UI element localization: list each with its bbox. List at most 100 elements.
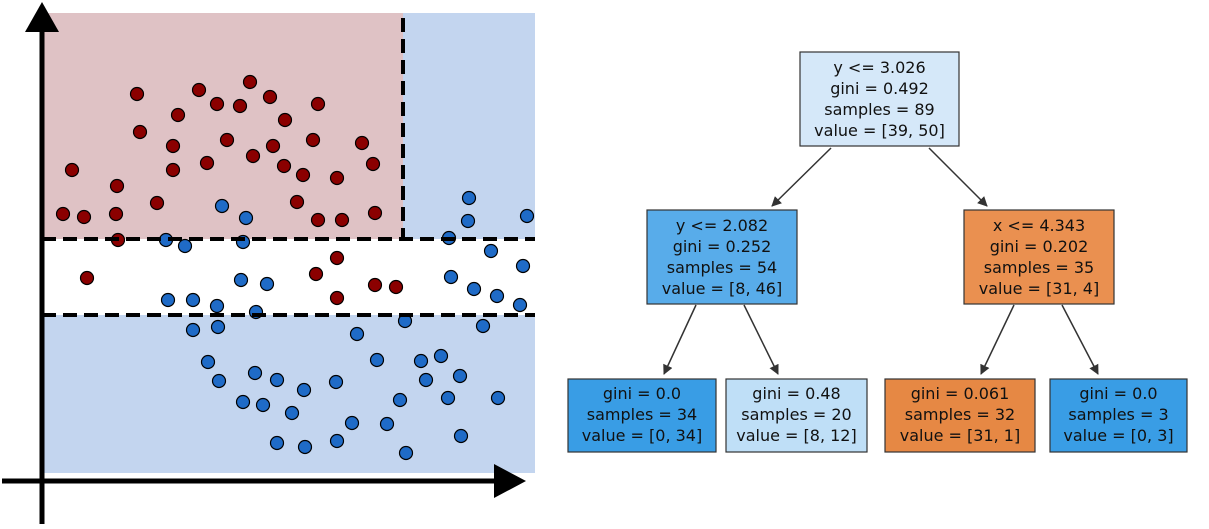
blue-data-point: [483, 243, 499, 259]
y-axis-arrow-icon: [25, 2, 59, 32]
node-line: y <= 3.026: [833, 58, 925, 77]
red-data-point: [232, 98, 248, 114]
blue-data-point: [392, 392, 408, 408]
edge-root-left: [771, 147, 832, 207]
red-data-point: [165, 162, 181, 178]
node-line: value = [31, 4]: [979, 279, 1099, 298]
blue-data-point: [413, 353, 429, 369]
blue-data-point: [296, 382, 312, 398]
node-line: value = [31, 1]: [900, 426, 1020, 445]
red-data-point: [310, 96, 326, 112]
blue-data-point: [475, 318, 491, 334]
red-data-point: [367, 205, 383, 221]
blue-data-point: [466, 281, 482, 297]
red-data-point: [219, 132, 235, 148]
tree-leaf-ll: gini = 0.0 samples = 34 value = [0, 34]: [567, 378, 717, 453]
blue-data-point: [452, 368, 468, 384]
blue-data-point: [284, 405, 300, 421]
red-data-point: [55, 206, 71, 222]
node-box: [646, 209, 798, 305]
node-box: [799, 51, 960, 147]
node-line: value = [8, 46]: [662, 279, 782, 298]
edge-right-leaf-rr: [1061, 304, 1099, 375]
red-data-point: [289, 194, 305, 210]
red-data-point: [329, 290, 345, 306]
node-box: [884, 378, 1036, 453]
x-axis-arrow-icon: [494, 464, 526, 498]
red-data-point: [305, 132, 321, 148]
blue-data-point: [490, 390, 506, 406]
node-line: x <= 4.343: [993, 216, 1085, 235]
blue-data-point: [519, 208, 535, 224]
red-data-point: [277, 112, 293, 128]
red-data-point: [265, 138, 281, 154]
blue-region-bottom: [42, 315, 535, 473]
blue-data-point: [210, 319, 226, 335]
node-line: value = [8, 12]: [736, 426, 856, 445]
node-line: value = [39, 50]: [814, 121, 945, 140]
blue-data-point: [515, 258, 531, 274]
blue-data-point: [235, 394, 251, 410]
node-box: [1049, 378, 1188, 453]
tree-leaf-rl: gini = 0.061 samples = 32 value = [31, 1…: [884, 378, 1036, 453]
red-data-point: [354, 135, 370, 151]
blue-data-point: [344, 415, 360, 431]
red-data-point: [132, 124, 148, 140]
node-line: samples = 3: [1068, 405, 1168, 424]
blue-data-point: [269, 372, 285, 388]
blue-data-point: [398, 445, 414, 461]
red-data-point: [199, 155, 215, 171]
red-data-point: [262, 89, 278, 105]
node-box: [963, 209, 1115, 305]
node-line: gini = 0.252: [673, 237, 772, 256]
edge-left-leaf-lr: [743, 304, 779, 375]
blue-data-point: [255, 397, 271, 413]
red-data-point: [109, 178, 125, 194]
blue-data-point: [209, 298, 225, 314]
blue-data-point: [238, 210, 254, 226]
red-data-point: [310, 212, 326, 228]
tree-node-right: x <= 4.343 gini = 0.202 samples = 35 val…: [963, 209, 1115, 305]
node-line: samples = 54: [667, 258, 777, 277]
blue-data-point: [177, 238, 193, 254]
tree-edges: [663, 147, 1099, 375]
white-band-middle: [42, 239, 535, 315]
edge-left-leaf-ll: [663, 304, 697, 375]
blue-data-point: [160, 292, 176, 308]
red-data-point: [276, 158, 292, 174]
node-line: samples = 89: [824, 100, 934, 119]
blue-data-point: [443, 269, 459, 285]
blue-data-point: [259, 276, 275, 292]
blue-data-point: [369, 352, 385, 368]
red-data-point: [295, 167, 311, 183]
red-data-point: [242, 74, 258, 90]
blue-data-point: [489, 288, 505, 304]
red-data-point: [79, 270, 95, 286]
red-data-point: [209, 96, 225, 112]
tree-node-root: y <= 3.026 gini = 0.492 samples = 89 val…: [799, 51, 960, 147]
red-data-point: [108, 206, 124, 222]
node-line: samples = 32: [905, 405, 1015, 424]
node-line: gini = 0.48: [752, 384, 840, 403]
red-data-point: [329, 250, 345, 266]
blue-data-point: [349, 326, 365, 342]
edge-root-right: [928, 147, 988, 207]
node-box: [725, 378, 868, 453]
red-data-point: [149, 195, 165, 211]
tree-leaf-lr: gini = 0.48 samples = 20 value = [8, 12]: [725, 378, 868, 453]
tree-leaf-rr: gini = 0.0 samples = 3 value = [0, 3]: [1049, 378, 1188, 453]
blue-data-point: [328, 374, 344, 390]
blue-data-point: [460, 213, 476, 229]
blue-data-point: [329, 433, 345, 449]
blue-data-point: [200, 354, 216, 370]
node-line: gini = 0.0: [1079, 384, 1157, 403]
blue-data-point: [379, 416, 395, 432]
node-line: samples = 20: [741, 405, 851, 424]
node-line: samples = 35: [984, 258, 1094, 277]
red-data-point: [170, 107, 186, 123]
node-line: gini = 0.202: [990, 237, 1089, 256]
blue-data-point: [461, 190, 477, 206]
red-data-point: [245, 148, 261, 164]
blue-data-point: [269, 435, 285, 451]
blue-data-point: [512, 297, 528, 313]
